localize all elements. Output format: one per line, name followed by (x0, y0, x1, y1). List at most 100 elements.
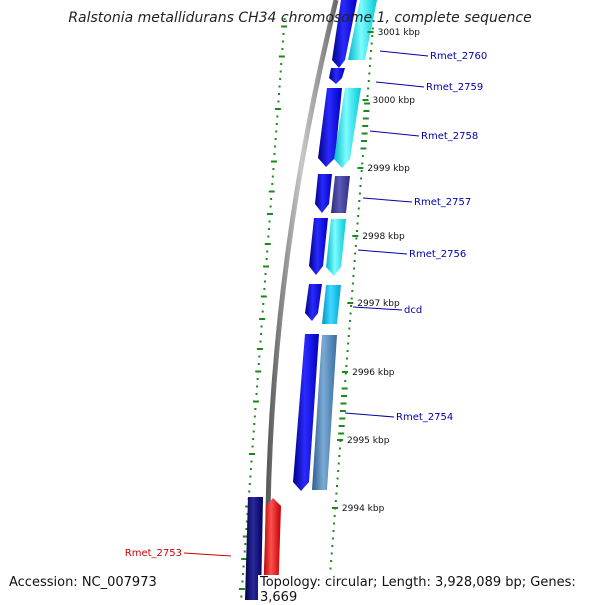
gc-dot (338, 455, 341, 457)
label-leader-line (362, 197, 413, 203)
label-leader-line (352, 306, 403, 311)
gc-dot (278, 85, 281, 88)
gc-dot (256, 385, 259, 388)
gc-dot (329, 567, 332, 570)
gc-dot (354, 245, 357, 247)
gc-dot (279, 78, 282, 80)
gc-dot (241, 558, 248, 560)
gc-dot (346, 350, 349, 352)
gc-dot (283, 18, 286, 20)
gc-dot (255, 393, 258, 395)
gc-dot (350, 305, 353, 307)
gc-dot (258, 355, 261, 358)
gc-dot (354, 252, 357, 255)
gc-dot (338, 425, 345, 427)
gc-dot (281, 40, 284, 43)
cds-dcd-inner (322, 285, 341, 324)
gene-label[interactable]: Rmet_2754 (396, 412, 453, 423)
cds-small-outer (329, 68, 345, 84)
gc-dot (260, 333, 263, 335)
gc-dot (334, 500, 337, 502)
gc-dot (341, 387, 348, 390)
gc-dot (347, 342, 350, 345)
gc-dot (242, 565, 245, 568)
gc-dot (276, 115, 279, 118)
gc-dot (248, 490, 251, 493)
gc-dot (341, 395, 348, 397)
gc-dot (263, 280, 266, 283)
gc-dot (367, 80, 370, 82)
gc-dot (368, 65, 371, 67)
gc-dot (279, 70, 282, 73)
gc-dot (259, 340, 262, 343)
gc-dot (345, 357, 348, 360)
ruler-label: 3000 kbp (373, 96, 416, 106)
gene-label[interactable]: Rmet_2753 (125, 548, 182, 559)
gc-dot (256, 348, 263, 350)
cds-rmet-2756-inner (326, 219, 346, 276)
gc-dot (348, 320, 351, 322)
gc-dot (366, 95, 369, 97)
gc-dot (260, 325, 263, 328)
gc-dot (280, 63, 283, 65)
map-title: Ralstonia metallidurans CH34 chromosome … (68, 10, 532, 26)
gc-dot (349, 312, 352, 315)
gc-dot (330, 560, 333, 562)
gc-dot (361, 155, 364, 157)
gc-dot (241, 580, 244, 583)
gc-dot (248, 483, 251, 485)
gc-dot (257, 363, 260, 365)
gc-dot (268, 220, 271, 223)
gene-label[interactable]: Rmet_2760 (430, 51, 487, 62)
gc-dot (371, 27, 374, 30)
gc-dot (370, 42, 373, 45)
gc-dot (261, 310, 264, 313)
gc-dot (353, 267, 356, 270)
gc-dot (281, 48, 284, 50)
ruler-tick (337, 439, 343, 441)
gc-dot (360, 177, 363, 180)
gc-dot (357, 207, 360, 210)
cds-rmet-2760-outer (332, 0, 357, 68)
gc-dot (359, 185, 362, 187)
position-ruler: 3001 kbp 3000 kbp 2999 kbp 2998 kbp 2997 kbp… (331, 28, 420, 514)
gc-dot (274, 145, 277, 148)
gc-dot (267, 213, 274, 215)
gc-dot (270, 198, 273, 200)
gc-dot (252, 430, 255, 433)
gc-dot (371, 35, 374, 37)
ruler-tick (357, 167, 364, 169)
gc-dot (344, 372, 347, 375)
gc-dot (340, 402, 347, 405)
gc-dot (281, 25, 288, 28)
gc-dot (260, 295, 267, 298)
gc-dot (348, 327, 351, 330)
gc-dot (262, 303, 265, 305)
gc-dot (270, 160, 277, 163)
label-leader-line (183, 552, 232, 557)
reverse-strand (245, 497, 281, 600)
gene-label[interactable]: dcd (404, 305, 422, 316)
gc-dot (357, 215, 360, 217)
gc-dot (361, 140, 368, 142)
gc-dot (252, 438, 255, 440)
gene-label[interactable]: Rmet_2758 (421, 131, 478, 142)
gene-label[interactable]: Rmet_2757 (414, 197, 471, 208)
gc-dot (345, 365, 348, 367)
gc-dot (271, 183, 274, 185)
gc-dot (278, 55, 285, 58)
gc-dot (358, 200, 361, 202)
gc-dot (360, 170, 363, 172)
ruler-tick (347, 302, 354, 304)
gc-dot (267, 228, 270, 230)
gc-dot (372, 20, 375, 22)
ruler-tick (367, 31, 374, 33)
gc-dot (275, 130, 278, 133)
gene-label[interactable]: Rmet_2756 (409, 249, 466, 260)
cds-rmet-2754-inner (312, 335, 337, 490)
gc-dot (353, 260, 356, 262)
gc-dot (361, 132, 368, 135)
gene-label[interactable]: Rmet_2759 (426, 82, 483, 93)
